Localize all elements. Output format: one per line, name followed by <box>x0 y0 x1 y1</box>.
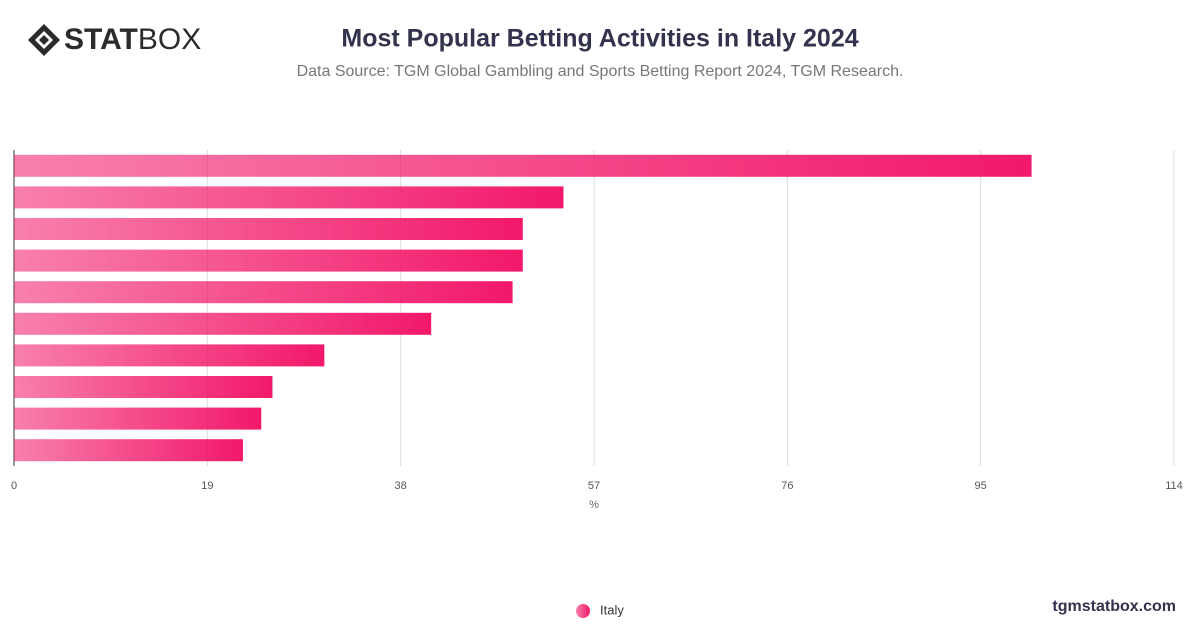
x-tick-label: 57 <box>588 480 600 492</box>
logo-icon <box>28 24 60 56</box>
x-tick-label: 0 <box>11 480 17 492</box>
bar <box>14 439 243 462</box>
bar <box>14 344 325 367</box>
chart-subtitle: Data Source: TGM Global Gambling and Spo… <box>297 63 904 80</box>
logo-text: STATBOX <box>64 23 201 56</box>
legend-label: Italy <box>600 602 624 617</box>
logo-icon-center <box>39 35 49 45</box>
bar <box>14 312 432 335</box>
bar <box>14 218 523 240</box>
x-tick-label: 114 <box>1165 480 1183 492</box>
bar <box>14 376 273 398</box>
bar <box>14 249 523 272</box>
bar <box>14 281 513 304</box>
logo-bold: STAT <box>64 23 138 56</box>
logo-light: BOX <box>138 23 201 56</box>
bar <box>14 186 564 209</box>
bar <box>14 154 1032 177</box>
x-tick-label: 38 <box>395 480 407 492</box>
bar <box>14 407 262 430</box>
x-axis-label: % <box>589 499 599 511</box>
x-tick-label: 76 <box>781 480 793 492</box>
x-tick-label: 19 <box>201 480 213 492</box>
logo: STATBOX <box>28 23 201 56</box>
legend-swatch <box>576 604 590 618</box>
footer: tgmstatbox.com <box>1052 598 1176 615</box>
chart-title: Most Popular Betting Activities in Italy… <box>341 25 858 53</box>
x-tick-label: 95 <box>975 480 987 492</box>
